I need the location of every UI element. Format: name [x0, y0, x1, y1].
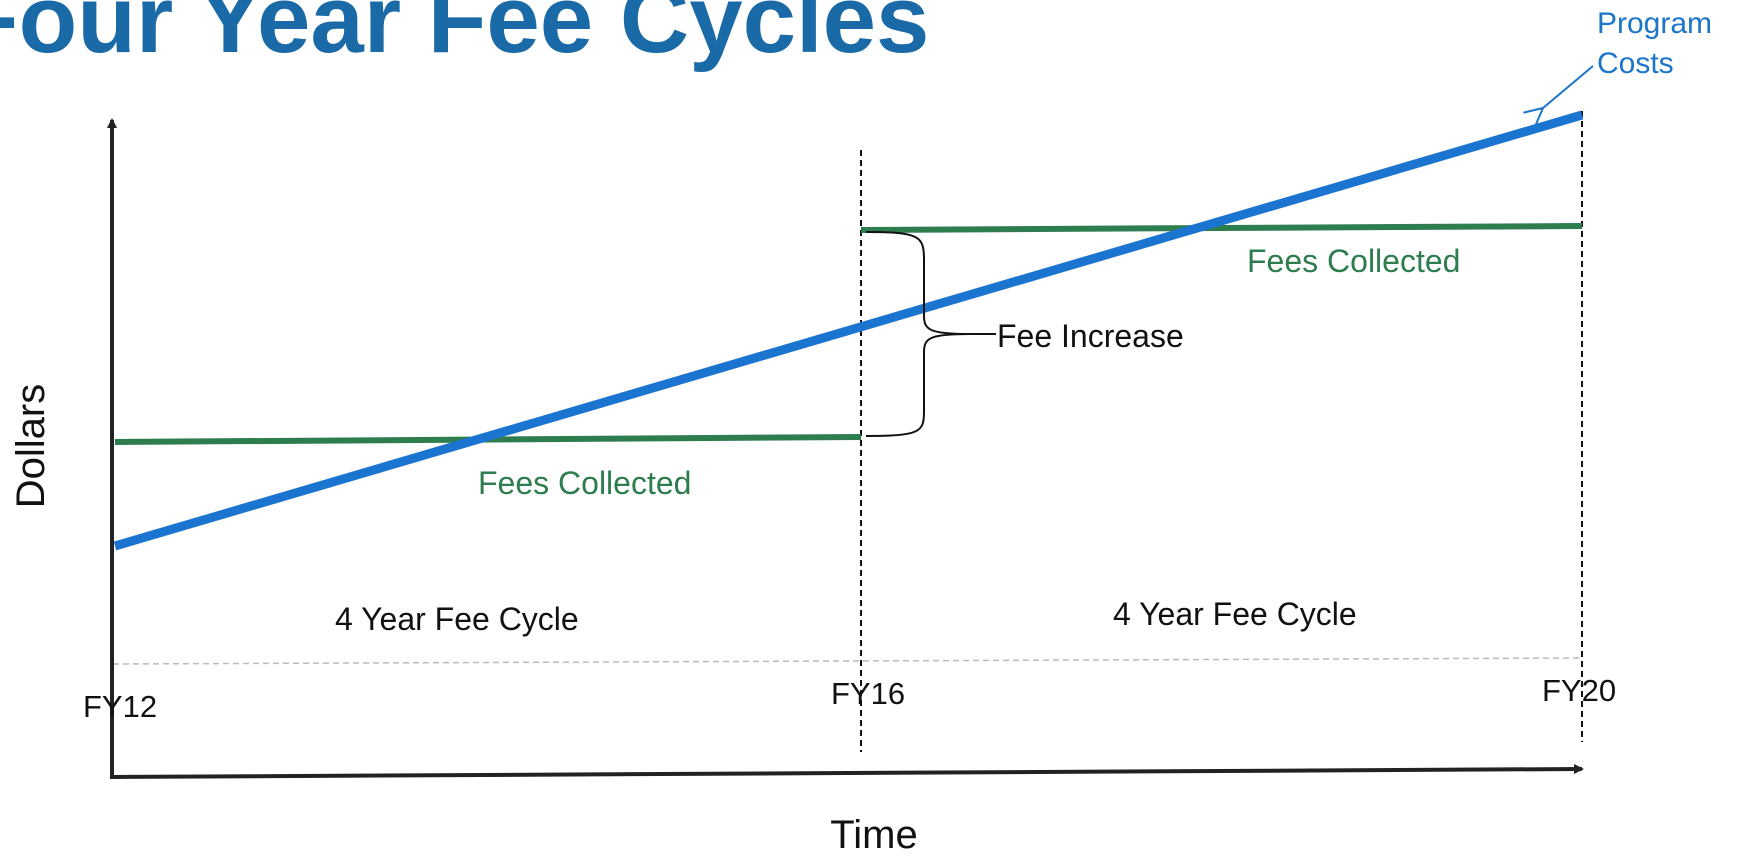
cycle-label: 4 Year Fee Cycle [335, 601, 579, 637]
x-axis [111, 764, 1584, 779]
x-tick-label: FY20 [1542, 673, 1616, 708]
x-axis-label: Time [830, 813, 917, 856]
program-costs-label: Program Costs [1597, 7, 1720, 80]
fee-increase-label: Fee Increase [997, 318, 1184, 354]
program-costs-arrow [1543, 65, 1594, 108]
fees-label: Fees Collected [1247, 243, 1460, 279]
program-costs-text: Program [1597, 7, 1712, 40]
fee-increase-brace [865, 231, 971, 437]
title: Four Year Fee Cycles [0, 0, 929, 73]
x-tick-label: FY16 [831, 676, 905, 711]
fees-line [860, 223, 1583, 233]
cycle-label: 4 Year Fee Cycle [1113, 596, 1357, 632]
x-tick-label: FY12 [83, 689, 157, 724]
program-costs-line [113, 110, 1584, 551]
program-costs-text-line: Costs [1597, 47, 1674, 80]
y-axis-label: Dollars [9, 384, 53, 508]
fees-label: Fees Collected [478, 465, 691, 501]
baseline [112, 657, 1583, 665]
